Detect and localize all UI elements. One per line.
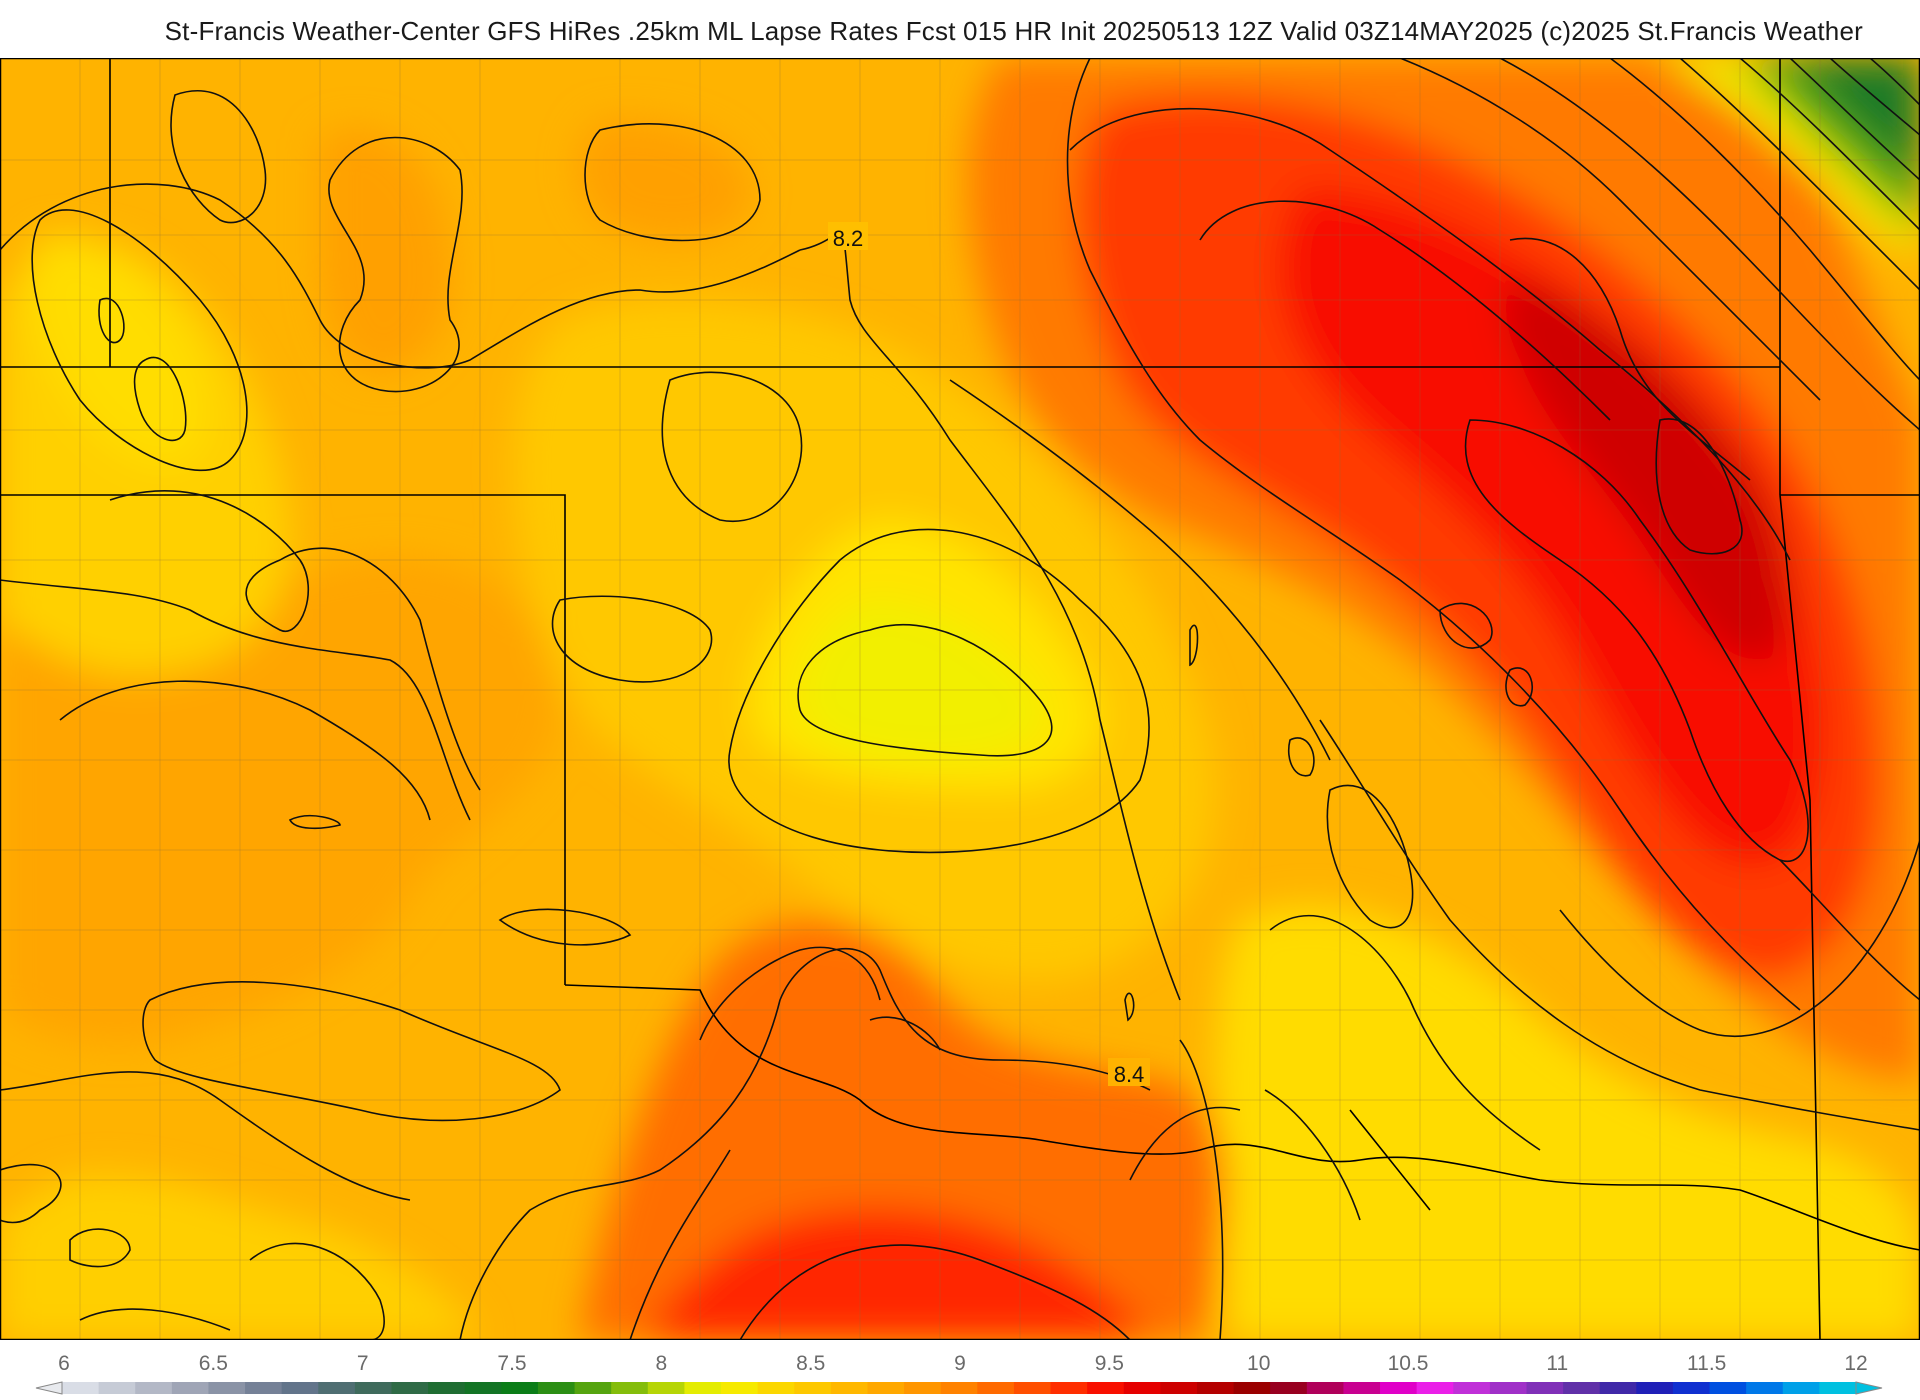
colorbar-swatch bbox=[757, 1382, 795, 1394]
colorbar-swatch bbox=[464, 1382, 502, 1394]
colorbar-swatch bbox=[1160, 1382, 1198, 1394]
map-title: St-Francis Weather-Center GFS HiRes .25k… bbox=[164, 16, 1863, 46]
colorbar-swatch bbox=[1123, 1382, 1161, 1394]
colorbar-swatch bbox=[1782, 1382, 1820, 1394]
colorbar-swatch bbox=[1709, 1382, 1747, 1394]
colorbar-tick-label: 7.5 bbox=[497, 1352, 526, 1375]
state-boundaries bbox=[0, 58, 1920, 1340]
colorbar-swatch bbox=[245, 1382, 283, 1394]
fill-orange-north-2 bbox=[577, 118, 751, 241]
colorbar-tick-label: 8 bbox=[655, 1352, 667, 1375]
colorbar-swatch bbox=[1563, 1382, 1601, 1394]
colorbar-tick-label: 10 bbox=[1247, 1352, 1270, 1375]
colorbar-swatch bbox=[1233, 1382, 1271, 1394]
colorbar-swatch bbox=[62, 1382, 100, 1394]
colorbar-swatch bbox=[1453, 1382, 1491, 1394]
colorbar-swatch bbox=[501, 1382, 539, 1394]
colorbar-swatch bbox=[1526, 1382, 1564, 1394]
colorbar-swatch bbox=[1672, 1382, 1711, 1394]
colorbar-tick-label: 7 bbox=[357, 1352, 369, 1375]
fill-orange-south-bulge bbox=[580, 920, 1227, 1340]
colorbar-swatch bbox=[354, 1382, 393, 1394]
colorbar-swatch bbox=[794, 1382, 832, 1394]
colorbar-swatch bbox=[1087, 1382, 1125, 1394]
colorbar-swatch bbox=[135, 1382, 173, 1394]
fill-yellow-green-core bbox=[800, 600, 1044, 760]
fill-orange-north-center bbox=[320, 128, 452, 374]
colorbar-tick-label: 11.5 bbox=[1687, 1352, 1726, 1375]
colorbar-tick-label: 10.5 bbox=[1388, 1352, 1429, 1375]
contour-label-8-4: 8.4 bbox=[1114, 1062, 1145, 1087]
fill-dark-red-core bbox=[1505, 280, 1792, 661]
header-bar: St-Francis Weather-Center GFS HiRes .25k… bbox=[0, 0, 1920, 58]
colorbar-swatch bbox=[721, 1382, 759, 1394]
colorbar-swatch bbox=[904, 1382, 942, 1394]
colorbar-swatch bbox=[647, 1382, 686, 1394]
colorbar-swatch bbox=[1270, 1382, 1308, 1394]
county-boundaries bbox=[0, 58, 1920, 1340]
colorbar-swatch bbox=[1599, 1382, 1637, 1394]
fill-red-inner bbox=[1281, 190, 1822, 864]
colorbar-swatch bbox=[391, 1382, 429, 1394]
colorbar-swatch bbox=[98, 1382, 136, 1394]
filled-contours bbox=[0, 58, 1920, 1340]
label-8-2-bg bbox=[828, 222, 868, 250]
colorbar-swatch bbox=[1013, 1382, 1052, 1394]
colorbar-swatch bbox=[1306, 1382, 1345, 1394]
colorbar-swatch bbox=[1343, 1382, 1381, 1394]
colorbar-swatch bbox=[940, 1382, 978, 1394]
colorbar-tick-label: 12 bbox=[1844, 1352, 1867, 1375]
fill-yellow-southwest bbox=[0, 1174, 480, 1340]
colorbar-swatch bbox=[830, 1382, 869, 1394]
colorbar-tick-label: 9 bbox=[954, 1352, 966, 1375]
label-8-4-bg bbox=[1108, 1058, 1150, 1086]
colorbar-swatch bbox=[281, 1382, 319, 1394]
fill-red-south bbox=[640, 1208, 1150, 1340]
colorbar-swatch bbox=[1636, 1382, 1674, 1394]
fill-yellow-south bbox=[1216, 905, 1920, 1340]
colorbar-swatch bbox=[977, 1382, 1015, 1394]
colorbar-tick-label: 9.5 bbox=[1095, 1352, 1124, 1375]
colorbar-swatch bbox=[1050, 1382, 1088, 1394]
contour-labels: 8.2 8.4 bbox=[828, 222, 1150, 1087]
colorbar-swatch bbox=[1819, 1382, 1857, 1394]
colorbar-swatch bbox=[574, 1382, 612, 1394]
colorbar-swatch bbox=[1416, 1382, 1454, 1394]
colorbar-ticks: 6 6.5 7 7.5 8 8.5 9 9.5 10 10.5 11 11.5 12 bbox=[58, 1352, 1868, 1375]
colorbar-swatch bbox=[1746, 1382, 1784, 1394]
contour-label-8-2: 8.2 bbox=[833, 226, 864, 251]
colorbar-swatch bbox=[537, 1382, 576, 1394]
contour-lines bbox=[0, 58, 1920, 1340]
colorbar-swatch bbox=[1196, 1382, 1235, 1394]
colorbar-swatch bbox=[318, 1382, 356, 1394]
colorbar-swatch bbox=[1489, 1382, 1528, 1394]
fill-yellow-northwest bbox=[29, 235, 209, 466]
colorbar-tick-label: 6 bbox=[58, 1352, 70, 1375]
colorbar-swatch bbox=[208, 1382, 246, 1394]
colorbar-left-arrow bbox=[35, 1381, 63, 1395]
colorbar-swatch bbox=[171, 1382, 210, 1394]
colorbar-swatch bbox=[684, 1382, 722, 1394]
lapse-rate-map: 8.2 8.4 bbox=[0, 58, 1920, 1340]
colorbar-swatch bbox=[867, 1382, 905, 1394]
colorbar-tick-label: 11 bbox=[1546, 1352, 1568, 1375]
fill-orange-left bbox=[0, 556, 560, 1045]
colorbar-swatch bbox=[428, 1382, 466, 1394]
color-scale-bar: 6 6.5 7 7.5 8 8.5 9 9.5 10 10.5 11 11.5 12 bbox=[0, 1340, 1920, 1400]
colorbar-swatch bbox=[611, 1382, 649, 1394]
colorbar-swatches bbox=[62, 1382, 1857, 1394]
colorbar-swatch bbox=[1380, 1382, 1418, 1394]
colorbar-right-arrow bbox=[1855, 1381, 1883, 1395]
colorbar-tick-label: 6.5 bbox=[199, 1352, 228, 1375]
colorbar-tick-label: 8.5 bbox=[796, 1352, 825, 1375]
